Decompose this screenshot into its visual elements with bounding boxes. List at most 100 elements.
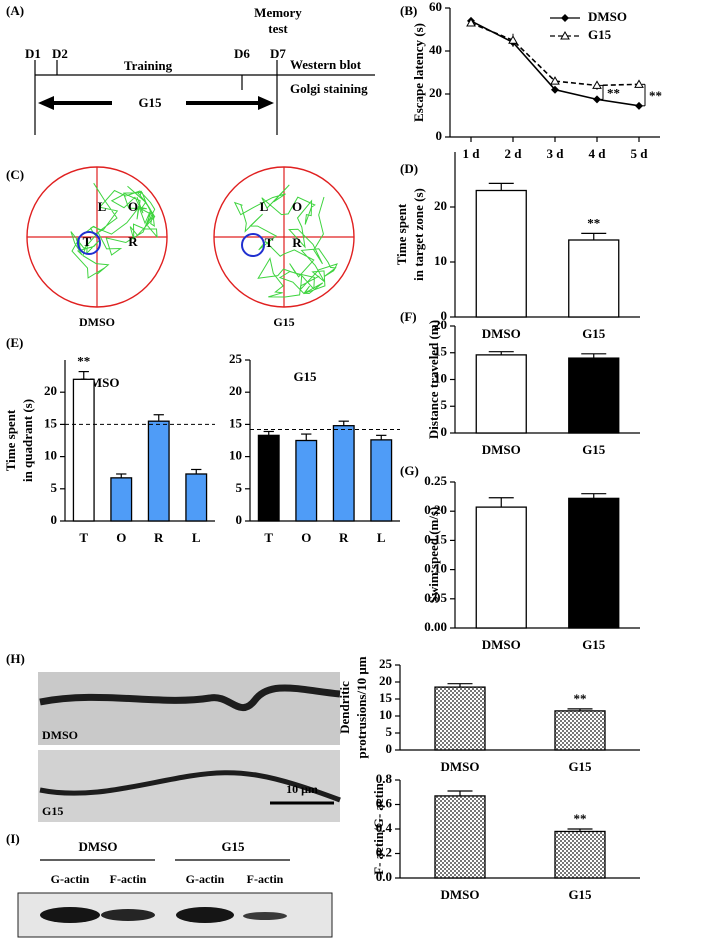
bar: [434, 795, 486, 879]
panel-label: (G): [400, 463, 419, 478]
y-tick-label: 20: [229, 383, 242, 398]
y-axis-label: Dendritic: [337, 681, 352, 734]
series-line: [470, 22, 640, 87]
lane-label: G-actin: [51, 872, 90, 886]
x-tick-label: 5 d: [631, 146, 649, 161]
y-tick-label: 20: [429, 85, 442, 100]
bar: [332, 425, 355, 522]
bar: [568, 497, 620, 629]
y-tick-label: 20: [379, 673, 392, 688]
x-tick-label: L: [377, 530, 386, 545]
y-tick-label: 10: [434, 253, 447, 268]
image-label: G15: [42, 804, 63, 818]
quadrant-label: T: [83, 234, 92, 249]
y-tick-label: 0: [51, 512, 58, 527]
y-tick-label: 25: [379, 656, 393, 671]
marker: [560, 30, 570, 40]
dendrite: [39, 684, 341, 711]
swim-path: [233, 184, 338, 298]
bar: [147, 420, 170, 522]
y-tick-label: 0.6: [376, 795, 393, 810]
annotation: **: [574, 691, 587, 706]
bar: [185, 473, 208, 522]
y-tick-label: 20: [434, 198, 447, 213]
panel-label: (E): [6, 335, 23, 350]
x-tick-label: R: [154, 530, 164, 545]
day-label: D1: [25, 46, 41, 61]
y-tick-label: 0.25: [424, 473, 447, 488]
panel-label: (F): [400, 309, 417, 324]
y-tick-label: 0.8: [376, 771, 393, 786]
y-axis-label: F- actin/G- actin: [371, 782, 386, 874]
lane-label: F-actin: [110, 872, 147, 886]
y-tick-label: 0.10: [424, 561, 447, 576]
x-tick-label: DMSO: [482, 326, 521, 341]
chart-subtitle: G15: [293, 369, 317, 384]
quadrant-label: O: [292, 199, 302, 214]
y-axis-label: protrusions/10 μm: [354, 656, 369, 758]
y-tick-label: 10: [434, 370, 447, 385]
marker: [466, 18, 476, 27]
y-tick-label: 15: [379, 690, 393, 705]
annotation: **: [649, 88, 662, 103]
x-tick-label: DMSO: [441, 887, 480, 902]
y-axis-label: Time spent: [394, 203, 409, 265]
treatment-label: G15: [138, 95, 162, 110]
blot-band: [40, 907, 100, 923]
bar: [434, 686, 486, 751]
x-tick-label: O: [301, 530, 311, 545]
day-label: D2: [52, 46, 68, 61]
y-tick-label: 60: [429, 0, 442, 14]
bar: [72, 378, 95, 522]
quadrant-label: R: [128, 234, 138, 249]
marker: [508, 35, 518, 44]
y-axis-label: Distance traveled (m): [426, 320, 441, 439]
bar: [475, 506, 527, 629]
x-tick-label: DMSO: [482, 442, 521, 457]
arrow-head: [258, 96, 274, 110]
x-tick-label: DMSO: [482, 637, 521, 652]
maze-panel: (C) L O T R L O T R DMSO G15: [6, 166, 355, 329]
panel-label: (B): [400, 3, 417, 18]
x-tick-label: DMSO: [441, 759, 480, 774]
x-tick-label: 1 d: [463, 146, 481, 161]
legend-label: DMSO: [588, 9, 627, 24]
platform: [241, 233, 265, 257]
y-tick-label: 20: [434, 317, 447, 332]
y-tick-label: 10: [229, 448, 242, 463]
x-tick-label: G15: [582, 442, 606, 457]
marker: [550, 76, 560, 85]
quadrant-label: L: [260, 199, 269, 214]
bar: [475, 354, 527, 434]
x-tick-label: G15: [568, 759, 592, 774]
y-tick-label: 10: [44, 448, 57, 463]
x-tick-label: R: [339, 530, 349, 545]
x-tick-label: 2 d: [505, 146, 523, 161]
platform: [77, 231, 101, 255]
bar: [295, 439, 318, 522]
bar: [554, 830, 606, 879]
y-tick-label: 0.20: [424, 502, 447, 517]
y-axis-label: in target zone (s): [411, 188, 426, 281]
maze-caption: DMSO: [79, 315, 115, 329]
y-tick-label: 5: [236, 480, 243, 495]
annotation: **: [607, 85, 620, 100]
x-tick-label: T: [264, 530, 273, 545]
annotation: **: [587, 215, 600, 230]
marker: [551, 85, 559, 94]
quadrant-label: T: [265, 235, 274, 250]
quadrant-label: R: [292, 235, 302, 250]
lane-label: F-actin: [247, 872, 284, 886]
y-tick-label: 0: [236, 512, 243, 527]
x-tick-label: T: [79, 530, 88, 545]
y-tick-label: 15: [229, 415, 243, 430]
memory-test-label: test: [268, 21, 288, 36]
blot-band: [101, 909, 155, 921]
y-tick-label: 25: [229, 351, 243, 366]
y-tick-label: 0: [386, 741, 393, 756]
y-tick-label: 0: [441, 424, 448, 439]
y-tick-label: 15: [434, 344, 448, 359]
marker: [561, 14, 569, 22]
scale-bar-label: 10 μm: [286, 782, 318, 796]
micrograph: [38, 672, 340, 745]
